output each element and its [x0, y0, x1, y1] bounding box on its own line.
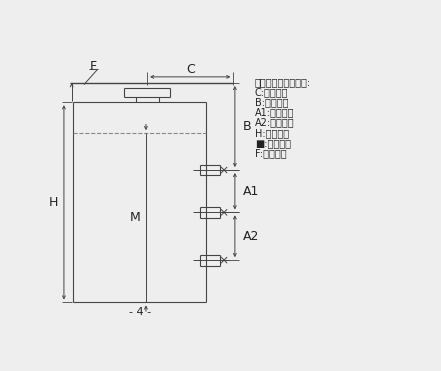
Text: A1:安装距离: A1:安装距离: [255, 108, 295, 118]
Text: H:安装高度: H:安装高度: [255, 128, 289, 138]
Text: 用户须提供以下参数:: 用户须提供以下参数:: [255, 77, 311, 87]
Text: C: C: [186, 63, 194, 76]
Text: H: H: [49, 196, 58, 209]
Text: A2:安装距离: A2:安装距离: [255, 118, 295, 128]
Text: A2: A2: [243, 230, 259, 243]
Text: ■:测量范围: ■:测量范围: [255, 138, 291, 148]
Text: B: B: [243, 120, 251, 133]
Text: F: F: [90, 60, 97, 73]
Text: - 4 -: - 4 -: [129, 307, 151, 317]
Text: C:横向距离: C:横向距离: [255, 88, 288, 98]
Text: F:法兰尺寸: F:法兰尺寸: [255, 148, 287, 158]
Text: M: M: [130, 211, 141, 224]
Text: A1: A1: [243, 185, 259, 198]
Text: B:安装距离: B:安装距离: [255, 98, 288, 108]
